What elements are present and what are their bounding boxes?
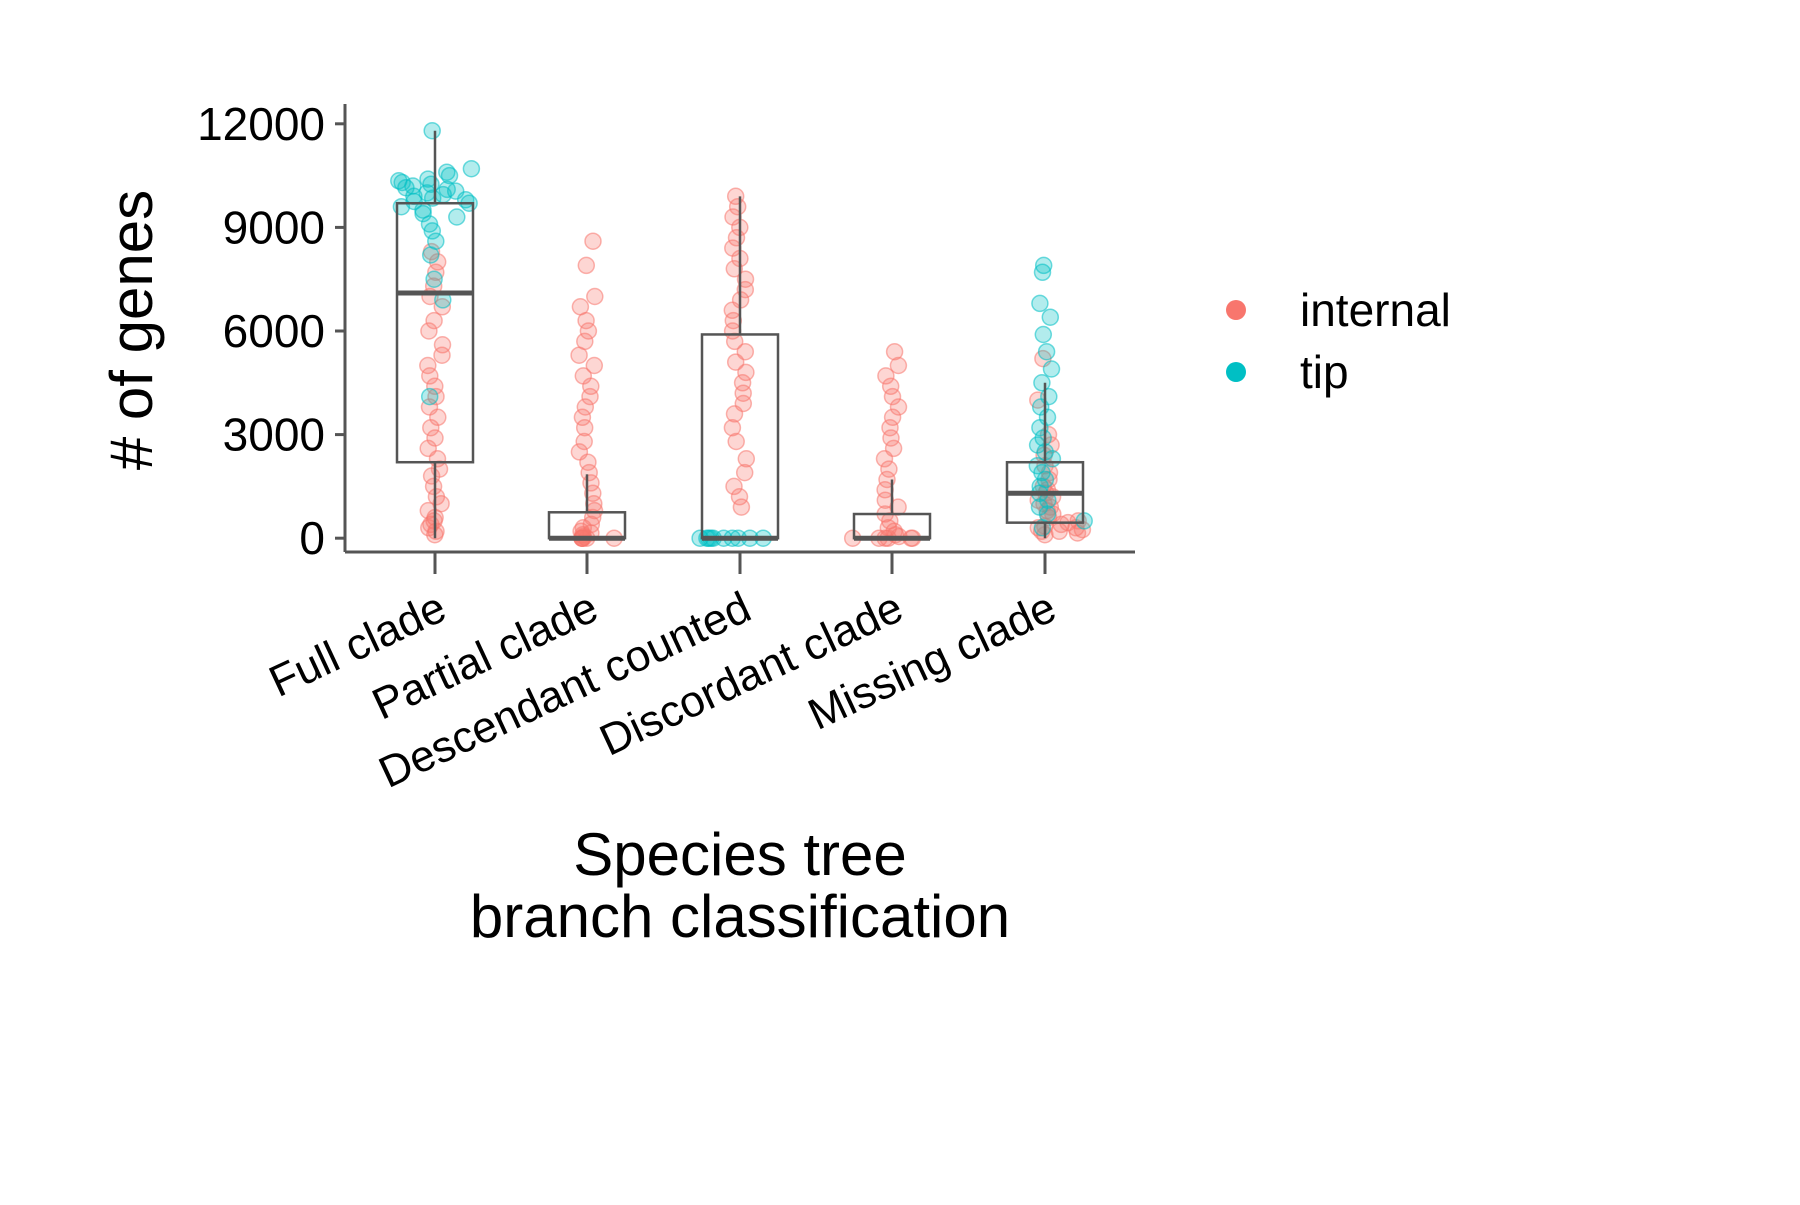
point-tip-0-27	[438, 163, 456, 181]
point-internal-1-20	[575, 432, 593, 451]
point-tip-0-6	[420, 215, 439, 233]
legend: internal tip	[1226, 284, 1451, 398]
point-internal-0-9	[424, 477, 443, 496]
point-internal-1-32	[571, 298, 590, 316]
legend-key-internal	[1226, 300, 1246, 320]
point-internal-3-27	[885, 342, 904, 361]
point-internal-1-34	[577, 256, 596, 275]
point-tip-4-22	[1041, 308, 1060, 326]
point-tip-0-4	[427, 232, 445, 250]
y-tick-label-4: 12000	[197, 98, 325, 150]
x-axis-title-line: branch classification	[470, 883, 1010, 950]
point-tip-4-13	[1034, 429, 1052, 447]
point-internal-1-29	[576, 332, 594, 351]
point-internal-0-26	[433, 298, 452, 316]
point-tip-4-23	[1031, 294, 1049, 313]
y-tick-label-1: 3000	[223, 409, 325, 461]
legend-label-internal: internal	[1300, 284, 1451, 336]
point-tip-4-21	[1034, 325, 1053, 344]
point-tip-0-2	[425, 270, 443, 288]
point-internal-0-14	[426, 429, 444, 447]
point-internal-2-11	[737, 363, 755, 382]
y-tick-label-0: 0	[299, 512, 325, 564]
point-internal-3-22	[889, 398, 908, 416]
point-tip-4-19	[1042, 360, 1061, 378]
y-tick-label-2: 6000	[223, 305, 325, 357]
boxes-layer	[395, 130, 1085, 541]
x-axis-title: Species tree branch classification	[470, 821, 1010, 950]
point-internal-0-21	[419, 356, 437, 375]
point-internal-2-6	[723, 418, 742, 437]
point-tip-4-18	[1033, 374, 1051, 392]
point-internal-3-16	[880, 460, 898, 478]
legend-key-tip	[1226, 362, 1246, 382]
point-internal-2-2	[725, 477, 743, 496]
point-internal-2-4	[737, 450, 756, 468]
point-internal-2-13	[736, 342, 755, 361]
y-axis-title: # of genes	[98, 190, 165, 470]
point-internal-1-11	[582, 515, 601, 534]
point-internal-0-24	[420, 322, 438, 340]
point-internal-0-19	[426, 377, 444, 396]
point-internal-3-26	[889, 356, 908, 375]
point-internal-0-20	[421, 367, 439, 385]
point-internal-0-25	[425, 311, 443, 330]
point-internal-3-18	[884, 439, 903, 458]
point-tip-4-25	[1034, 256, 1053, 275]
point-internal-1-19	[570, 443, 589, 461]
point-tip-0-25	[419, 170, 437, 188]
point-tip-0-28	[462, 159, 481, 178]
point-internal-2-20	[736, 270, 755, 288]
y-tick-label-3: 9000	[223, 201, 325, 253]
point-internal-2-27	[728, 197, 747, 216]
point-tip-0-29	[423, 121, 441, 140]
box-0	[395, 201, 475, 464]
points-layer	[390, 121, 1093, 547]
point-internal-1-33	[586, 287, 604, 306]
point-internal-3-20	[881, 418, 899, 437]
point-internal-2-28	[726, 187, 745, 206]
point-internal-0-8	[427, 488, 446, 506]
point-internal-2-3	[735, 463, 754, 482]
point-internal-0-13	[419, 439, 437, 458]
point-internal-2-10	[733, 374, 752, 392]
point-tip-4-20	[1037, 342, 1056, 361]
legend-label-tip: tip	[1300, 346, 1349, 398]
x-axis-title-line: Species tree	[573, 821, 907, 888]
point-internal-1-35	[584, 232, 602, 250]
point-internal-2-5	[727, 432, 745, 451]
point-internal-0-23	[433, 336, 452, 354]
point-internal-2-1	[730, 488, 749, 506]
point-internal-1-22	[573, 408, 592, 427]
point-tip-0-19	[438, 180, 456, 199]
point-internal-1-27	[585, 356, 604, 375]
point-tip-0-7	[448, 208, 466, 226]
point-tip-4-15	[1038, 408, 1057, 427]
point-internal-0-30	[428, 253, 447, 271]
point-internal-2-21	[725, 260, 744, 278]
point-internal-1-21	[575, 418, 594, 437]
point-tip-0-24	[390, 172, 408, 190]
point-internal-1-23	[576, 398, 595, 416]
point-internal-3-24	[881, 377, 900, 396]
point-tip-4-24	[1033, 263, 1052, 282]
point-internal-3-25	[877, 367, 895, 385]
point-internal-1-30	[579, 322, 598, 340]
point-tip-0-0	[420, 387, 439, 406]
point-internal-3-21	[883, 408, 902, 427]
point-internal-1-26	[574, 367, 593, 385]
